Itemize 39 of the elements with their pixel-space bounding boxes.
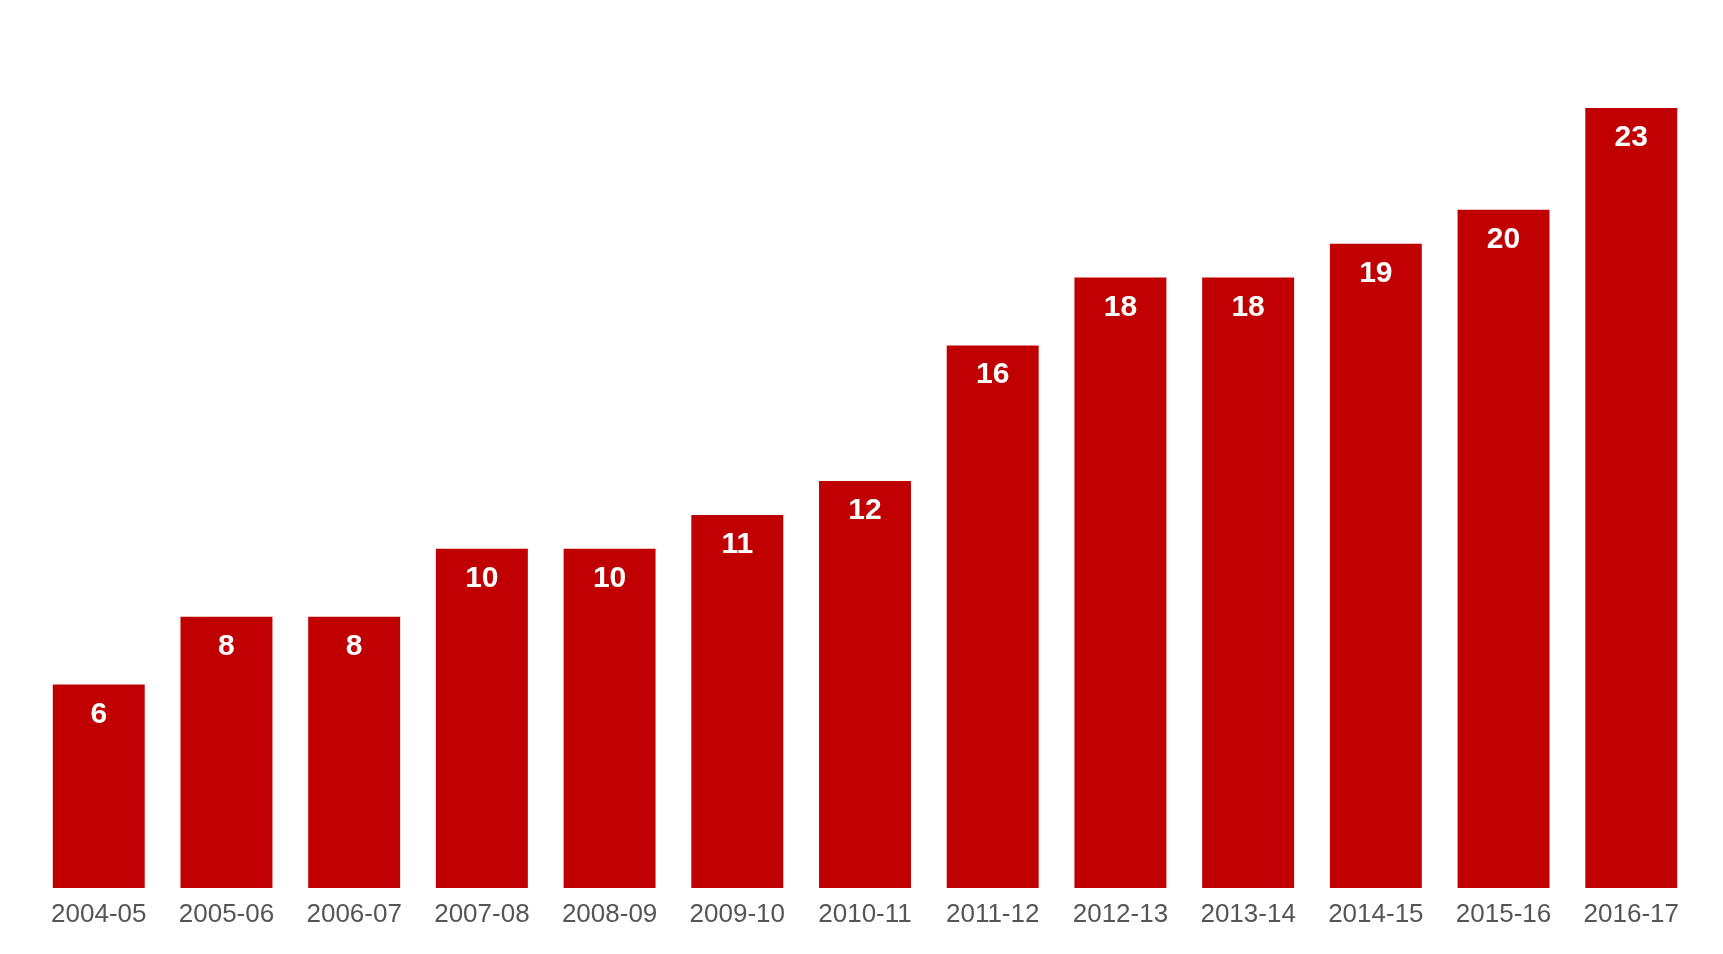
x-tick-label: 2005-06	[178, 897, 275, 928]
data-label: 10	[465, 559, 499, 593]
data-label: 12	[848, 492, 882, 526]
bar	[52, 684, 145, 888]
data-label: 11	[721, 525, 754, 559]
x-tick-label: 2015-16	[1455, 897, 1552, 928]
bar	[435, 548, 528, 888]
bar	[1585, 108, 1678, 888]
x-tick-label: 2007-08	[434, 897, 530, 928]
bar	[563, 548, 656, 888]
bar	[1074, 277, 1167, 888]
bar	[691, 514, 784, 888]
data-label: 8	[218, 627, 235, 661]
data-label: 18	[1231, 288, 1265, 322]
bar	[946, 345, 1039, 888]
x-tick-label: 2010-11	[818, 897, 912, 928]
x-tick-label: 2009-10	[689, 897, 785, 928]
bar	[1457, 209, 1550, 888]
x-tick-label: 2016-17	[1583, 897, 1679, 928]
data-label: 16	[976, 356, 1010, 390]
data-label: 6	[90, 695, 108, 729]
data-label: 8	[345, 627, 363, 661]
bar	[180, 616, 273, 888]
data-label: 20	[1486, 220, 1521, 254]
bar	[819, 481, 911, 888]
x-tick-label: 2012-13	[1072, 897, 1169, 928]
bar	[1329, 243, 1422, 888]
x-tick-label: 2013-14	[1200, 897, 1296, 928]
data-label: 23	[1614, 119, 1648, 152]
x-tick-label: 2011-12	[945, 897, 1040, 928]
x-tick-label: 2006-07	[306, 897, 402, 928]
x-tick-label: 2004-05	[51, 897, 147, 928]
bar	[1202, 277, 1295, 888]
x-tick-label: 2014-15	[1328, 897, 1424, 928]
bar	[308, 616, 401, 888]
data-label: 18	[1103, 288, 1138, 322]
data-label: 10	[592, 559, 627, 593]
x-tick-label: 2008-09	[561, 897, 658, 928]
data-label: 19	[1359, 254, 1393, 288]
